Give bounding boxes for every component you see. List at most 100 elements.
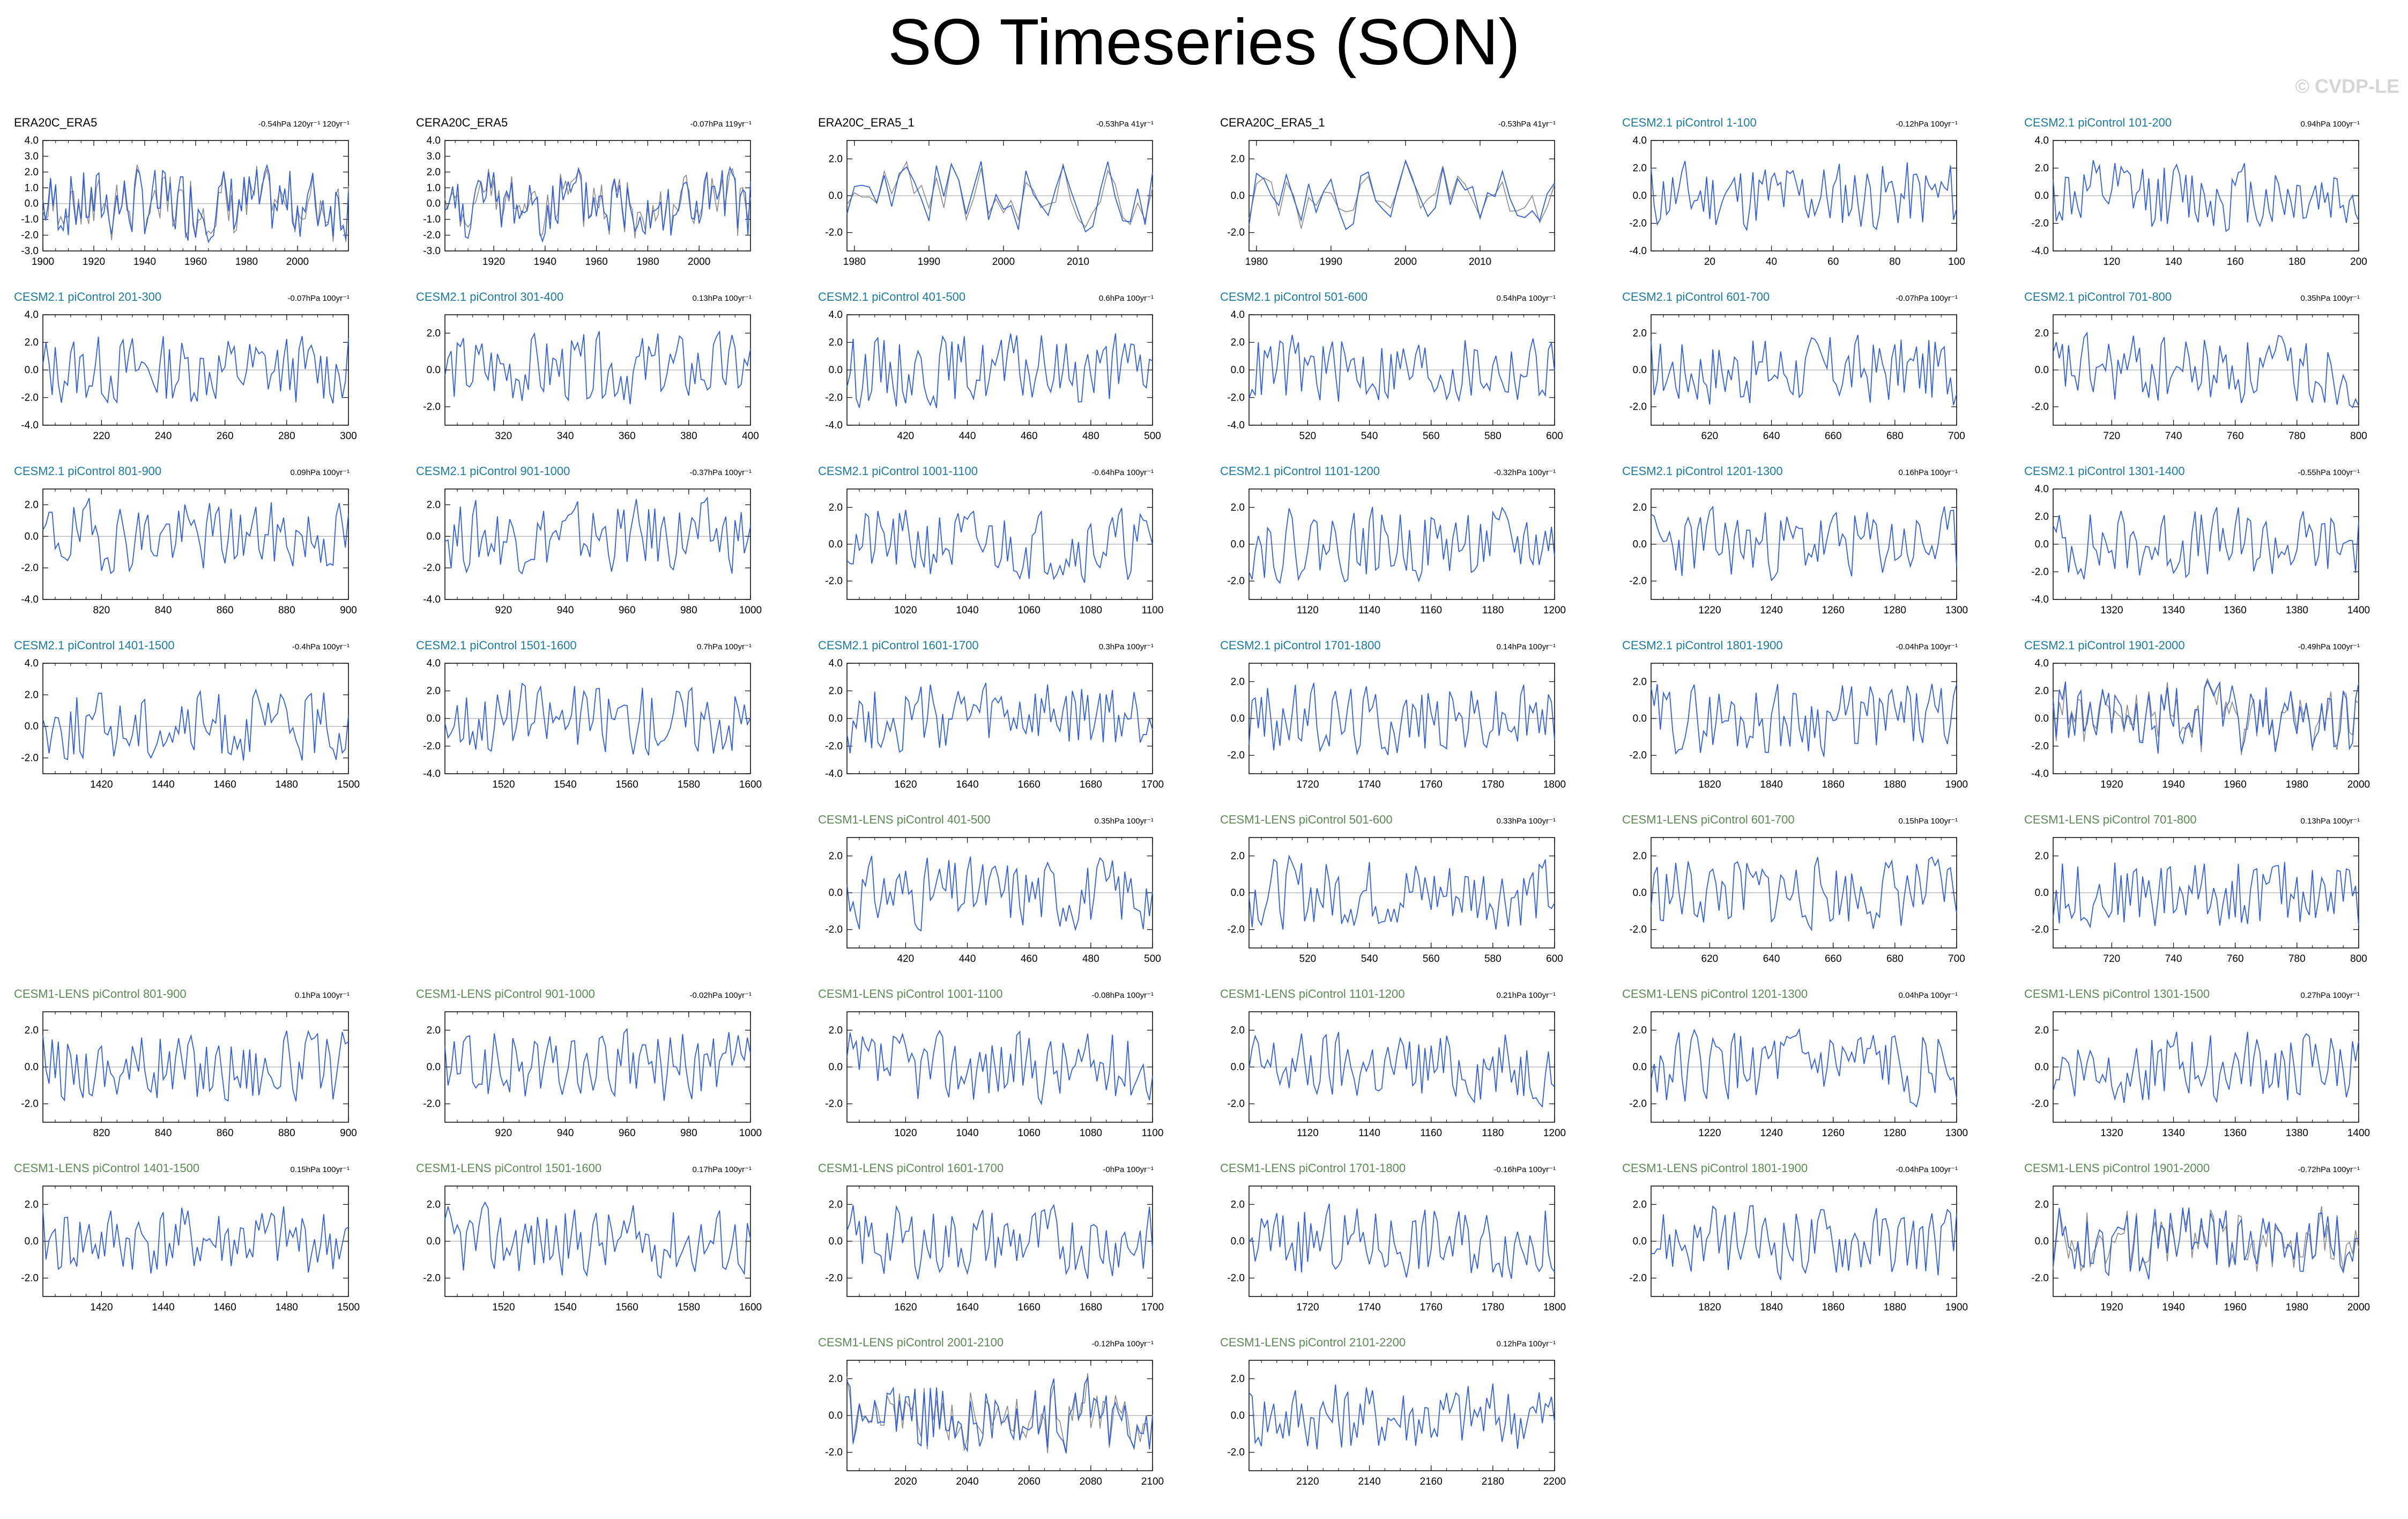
panel-trend: -0.53hPa 41yr⁻¹ xyxy=(1498,120,1556,129)
y-tick-label: 2.0 xyxy=(829,153,843,165)
x-tick-label: 1180 xyxy=(1482,605,1504,616)
y-tick-label: 2.0 xyxy=(2035,328,2049,339)
y-tick-label: -2.0 xyxy=(825,227,843,239)
x-tick-label: 260 xyxy=(217,431,234,442)
y-tick-label: 2.0 xyxy=(25,167,39,178)
chart-panel: CESM1-LENS piControl 2101-2200 0.12hPa 10… xyxy=(1217,1332,1566,1493)
chart-panel: CESM1-LENS piControl 1101-1200 0.21hPa 10… xyxy=(1217,984,1566,1145)
panel-title: CESM1-LENS piControl 1201-1300 xyxy=(1622,987,1808,1001)
series-line xyxy=(2053,331,2359,409)
y-tick-label: 4.0 xyxy=(25,309,39,321)
y-tick-label: 0.0 xyxy=(1633,1062,1647,1073)
x-tick-label: 1400 xyxy=(2347,605,2370,616)
x-tick-label: 780 xyxy=(2288,953,2306,965)
x-tick-label: 2020 xyxy=(894,1476,917,1487)
y-tick-label: -2.0 xyxy=(1629,1099,1647,1110)
y-tick-label: 2.0 xyxy=(25,337,39,349)
chart-panel: CESM1-LENS piControl 401-500 0.35hPa 100y… xyxy=(815,810,1163,970)
series-line xyxy=(846,683,1153,754)
x-tick-label: 1060 xyxy=(1018,1128,1041,1139)
panel-plot: 1220 1240 1260 1280 1300 -2.0 0.0 2.0 xyxy=(1629,488,1968,616)
y-tick-label: 0.0 xyxy=(829,887,843,899)
series-line xyxy=(846,856,1153,932)
panel-title: CESM2.1 piControl 401-500 xyxy=(818,290,966,303)
chart-panel: CESM1-LENS piControl 501-600 0.33hPa 100y… xyxy=(1217,810,1565,970)
x-tick-label: 320 xyxy=(495,431,512,442)
y-tick-label: 0.0 xyxy=(25,721,39,732)
series-line xyxy=(1248,1383,1555,1450)
panel-title: CERA20C_ERA5_1 xyxy=(1220,116,1325,129)
x-tick-label: 1240 xyxy=(1760,1128,1782,1139)
panel-title: CESM2.1 piControl 201-300 xyxy=(14,290,162,303)
series-line xyxy=(846,333,1153,409)
panel-trend: 0.16hPa 100yr⁻¹ xyxy=(1898,468,1958,477)
y-tick-label: -2.0 xyxy=(1227,750,1245,761)
y-tick-label: 0.0 xyxy=(25,365,39,376)
x-tick-label: 1960 xyxy=(585,256,607,268)
y-tick-label: -2.0 xyxy=(825,1447,843,1458)
y-tick-label: -2.0 xyxy=(1227,1273,1245,1284)
y-tick-label: 4.0 xyxy=(25,135,39,146)
series-line xyxy=(444,1027,751,1101)
x-tick-label: 2060 xyxy=(1018,1476,1041,1487)
panel-plot: 820 840 860 880 900 -2.0 0.0 2.0 xyxy=(21,1011,357,1139)
x-tick-label: 1500 xyxy=(337,1302,360,1313)
x-tick-label: 1300 xyxy=(1945,1128,1968,1139)
x-tick-label: 660 xyxy=(1825,431,1842,442)
y-tick-label: 2.0 xyxy=(1231,1199,1245,1210)
plot-frame xyxy=(444,488,751,600)
y-tick-label: 2.0 xyxy=(1231,502,1245,513)
x-tick-label: 1460 xyxy=(214,779,236,790)
x-tick-label: 1660 xyxy=(1018,779,1041,790)
panel-title: CESM1-LENS piControl 2001-2100 xyxy=(818,1336,1004,1349)
y-tick-label: -2.0 xyxy=(2031,567,2049,578)
series-line xyxy=(444,330,751,405)
panel-plot: 1980 1990 2000 2010 -2.0 0.0 2.0 xyxy=(1227,140,1555,268)
x-tick-label: 580 xyxy=(1484,953,1502,965)
chart-panel: CESM1-LENS piControl 1501-1600 0.17hPa 10… xyxy=(413,1158,762,1319)
x-tick-label: 1900 xyxy=(32,256,54,268)
y-tick-label: 0.0 xyxy=(2035,190,2049,202)
series-line xyxy=(2053,1207,2359,1280)
x-tick-label: 1260 xyxy=(1822,605,1845,616)
series-line xyxy=(2053,862,2359,929)
series-line xyxy=(1248,854,1555,930)
panel-plot: 1120 1140 1160 1180 1200 -2.0 0.0 2.0 xyxy=(1227,488,1566,616)
x-tick-label: 280 xyxy=(278,431,295,442)
series-line xyxy=(846,1029,1153,1106)
panel-trend: -0.49hPa 100yr⁻¹ xyxy=(2298,642,2360,651)
y-tick-label: 0.0 xyxy=(427,713,441,724)
chart-panel: CESM1-LENS piControl 1801-1900 -0.04hPa 1… xyxy=(1619,1158,1968,1319)
x-tick-label: 220 xyxy=(93,431,110,442)
x-tick-label: 1880 xyxy=(1884,779,1906,790)
x-tick-label: 740 xyxy=(2165,953,2182,965)
x-tick-label: 1800 xyxy=(1543,1302,1566,1313)
panel-title: CESM2.1 piControl 1801-1900 xyxy=(1622,639,1783,652)
x-tick-label: 1990 xyxy=(1320,256,1342,268)
y-tick-label: 2.0 xyxy=(1231,1025,1245,1036)
x-tick-label: 1480 xyxy=(276,779,298,790)
x-tick-label: 1740 xyxy=(1358,1302,1380,1313)
x-tick-label: 1600 xyxy=(739,779,762,790)
x-tick-label: 1840 xyxy=(1760,779,1782,790)
chart-panel: CESM1-LENS piControl 901-1000 -0.02hPa 10… xyxy=(413,984,762,1145)
x-tick-label: 740 xyxy=(2165,431,2182,442)
panel-title: CESM2.1 piControl 1601-1700 xyxy=(818,639,979,652)
chart-panel: CESM2.1 piControl 1501-1600 0.7hPa 100yr⁻… xyxy=(413,635,762,796)
panel-plot: 1720 1740 1760 1780 1800 -2.0 0.0 2.0 xyxy=(1227,663,1566,790)
y-tick-label: 0.0 xyxy=(427,531,441,542)
panel-plot: 620 640 660 680 700 -2.0 0.0 2.0 xyxy=(1629,837,1965,965)
x-tick-label: 720 xyxy=(2104,953,2121,965)
x-tick-label: 1000 xyxy=(739,605,762,616)
x-tick-label: 520 xyxy=(1299,431,1317,442)
y-tick-label: 0.0 xyxy=(1231,190,1245,202)
panel-trend: -0.53hPa 41yr⁻¹ xyxy=(1096,120,1154,129)
x-tick-label: 1520 xyxy=(492,779,515,790)
series-line xyxy=(2053,160,2359,232)
panel-trend: 0.15hPa 100yr⁻¹ xyxy=(290,1165,350,1174)
y-tick-label: 2.0 xyxy=(1633,502,1647,513)
panel-trend: -0.72hPa 100yr⁻¹ xyxy=(2298,1165,2360,1174)
x-tick-label: 2140 xyxy=(1358,1476,1380,1487)
x-tick-label: 1920 xyxy=(2100,779,2123,790)
series-line xyxy=(444,166,751,243)
